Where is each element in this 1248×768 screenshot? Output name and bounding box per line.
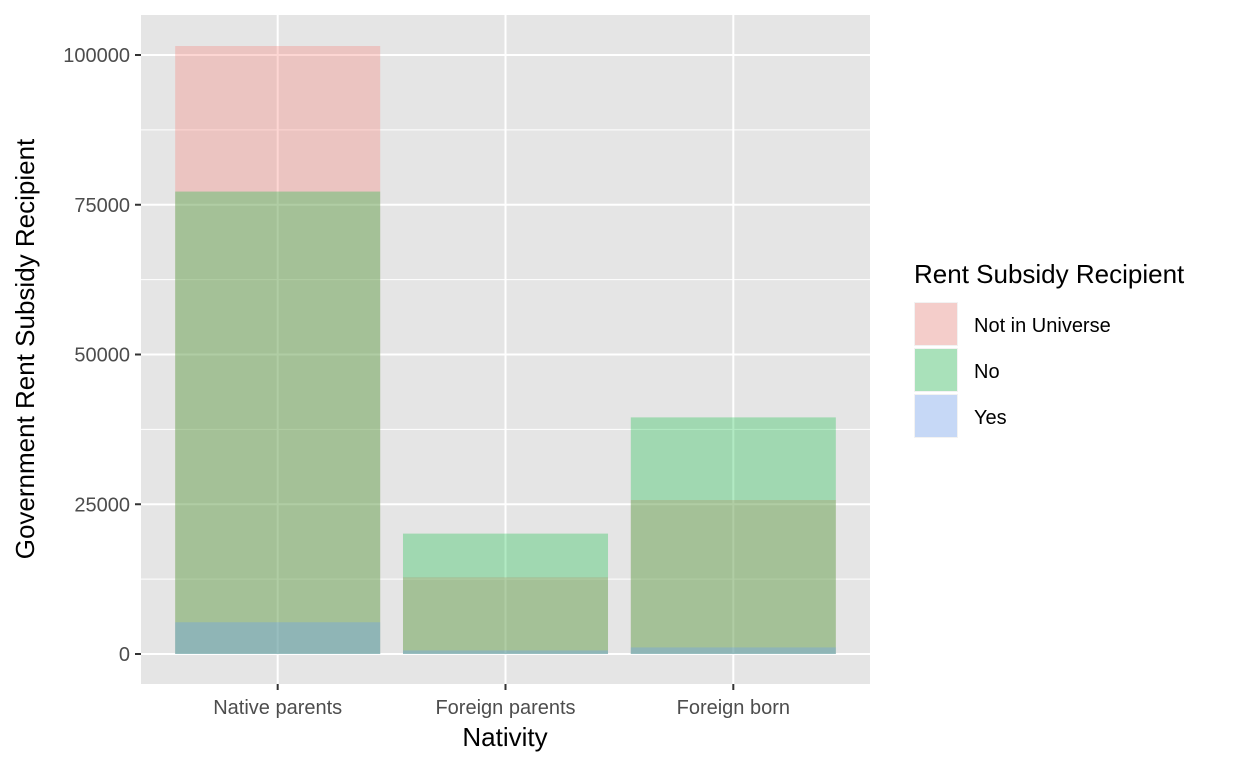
bar (630, 500, 836, 654)
y-tick-label: 25000 (74, 494, 130, 516)
legend-items: Not in Universe No Yes (914, 302, 1111, 438)
bar (402, 533, 609, 654)
bar (175, 191, 381, 654)
y-tick-label: 100000 (63, 45, 130, 67)
legend-label: Yes (974, 407, 1007, 429)
x-axis: Native parents Foreign parents Foreign bor… (213, 684, 790, 719)
legend-key-background (914, 348, 958, 392)
major-grid (141, 15, 870, 684)
bar (630, 417, 836, 654)
y-axis-title: Government Rent Subsidy Recipient (10, 138, 40, 559)
legend: Rent Subsidy Recipient Not in UniverseNo… (914, 259, 1185, 438)
y-tick-label: 50000 (74, 345, 130, 367)
y-tick-label: 75000 (74, 195, 130, 217)
bar (402, 650, 609, 654)
bar (175, 46, 381, 654)
x-tick-label: Foreign parents (435, 697, 575, 719)
legend-key-background (914, 394, 958, 438)
bar (630, 647, 836, 654)
legend-swatch (915, 395, 957, 437)
legend-key-background (914, 302, 958, 346)
legend-swatch (915, 303, 957, 345)
bars-group (175, 46, 836, 654)
x-tick-label: Foreign born (677, 697, 790, 719)
legend-label: No (974, 361, 1000, 383)
y-axis: 0 25000 50000 75000 100000 (63, 45, 141, 666)
legend-swatch (915, 349, 957, 391)
x-axis-title: Nativity (462, 722, 547, 752)
bar (175, 622, 381, 654)
bar (402, 577, 609, 654)
x-tick-label: Native parents (213, 697, 342, 719)
legend-label: Not in Universe (974, 315, 1111, 337)
y-tick-label: 0 (119, 644, 130, 666)
legend-title: Rent Subsidy Recipient (914, 259, 1185, 289)
